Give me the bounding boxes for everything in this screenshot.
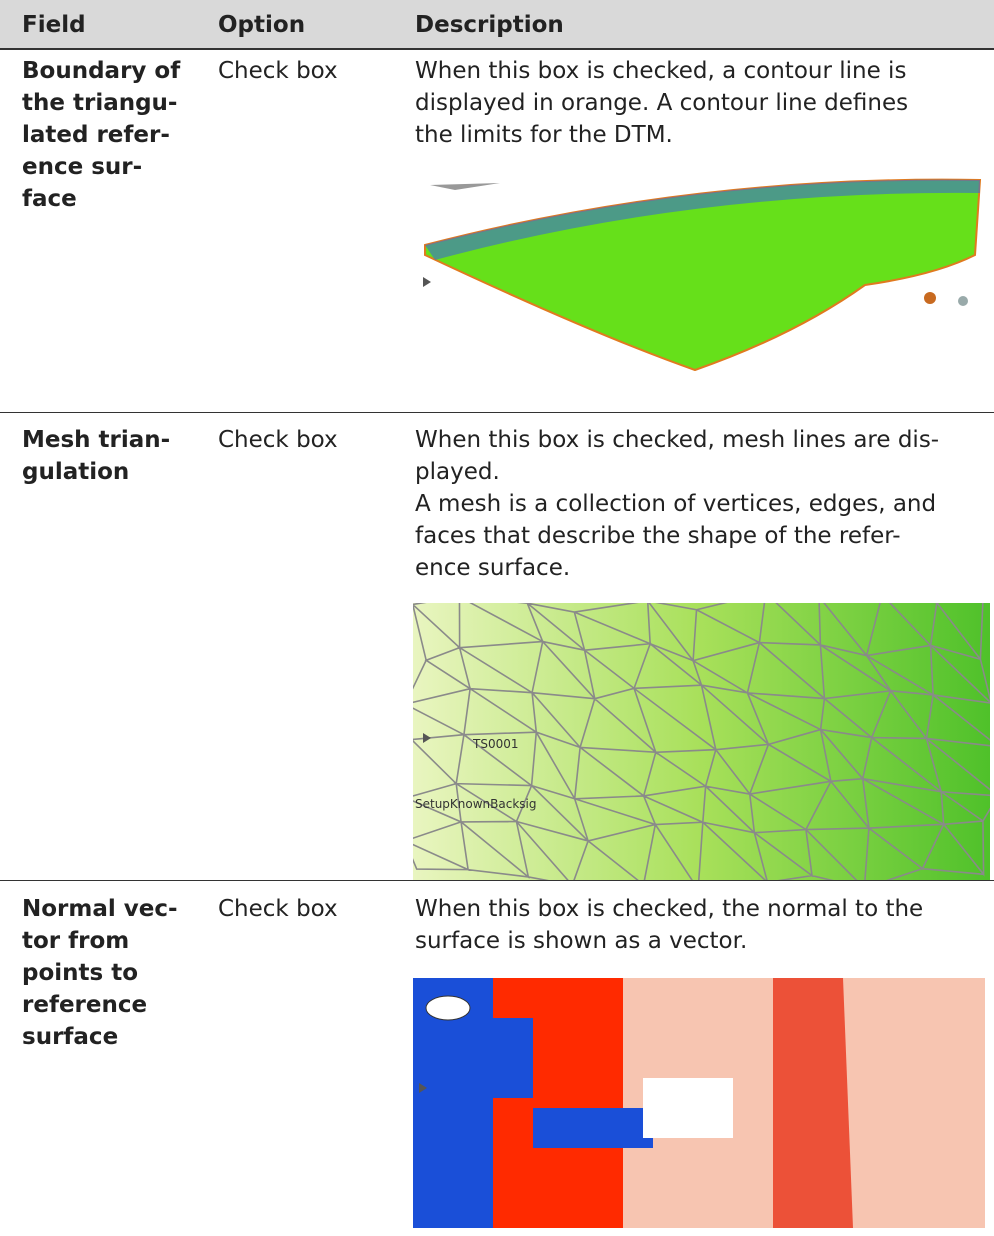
contour-image <box>423 178 982 372</box>
field-cell: Normal vec- <box>22 896 178 922</box>
description-cell: A mesh is a collection of vertices, edge… <box>415 491 937 517</box>
row-separator <box>0 412 994 413</box>
field-cell: gulation <box>22 459 130 485</box>
field-cell: reference <box>22 992 148 1018</box>
field-cell: Boundary of <box>22 58 181 84</box>
field-cell: points to <box>22 960 139 986</box>
field-cell: ence sur- <box>22 154 143 180</box>
description-cell: When this box is checked, a contour line… <box>415 58 907 84</box>
field-cell: surface <box>22 1024 119 1050</box>
description-cell: surface is shown as a vector. <box>415 928 748 954</box>
option-cell: Check box <box>218 896 338 922</box>
field-cell: Mesh trian- <box>22 427 171 453</box>
mesh-lines <box>413 603 990 880</box>
table-header <box>0 0 994 50</box>
description-cell: When this box is checked, the normal to … <box>415 896 924 922</box>
header-cell: Description <box>415 12 564 38</box>
header-cell: Option <box>218 12 306 38</box>
header-cell: Field <box>22 12 86 38</box>
image-label: SetupKnownBacksig <box>415 797 537 811</box>
field-cell: lated refer- <box>22 122 170 148</box>
option-cell: Check box <box>218 427 338 453</box>
description-cell: When this box is checked, mesh lines are… <box>415 427 940 453</box>
image-label: TS0001 <box>472 737 519 751</box>
field-cell: tor from <box>22 928 130 954</box>
description-cell: ence surface. <box>415 555 571 581</box>
normal-vector-image <box>413 978 985 1228</box>
description-cell: the limits for the DTM. <box>415 122 673 148</box>
field-cell: the triangu- <box>22 90 178 116</box>
option-cell: Check box <box>218 58 338 84</box>
description-cell: faces that describe the shape of the ref… <box>415 523 901 549</box>
description-cell: displayed in orange. A contour line defi… <box>415 90 909 116</box>
row-separator <box>0 880 994 881</box>
field-cell: face <box>22 186 77 212</box>
description-cell: played. <box>415 459 500 485</box>
mesh-image: TS0001 SetupKnownBacksig <box>413 603 990 880</box>
